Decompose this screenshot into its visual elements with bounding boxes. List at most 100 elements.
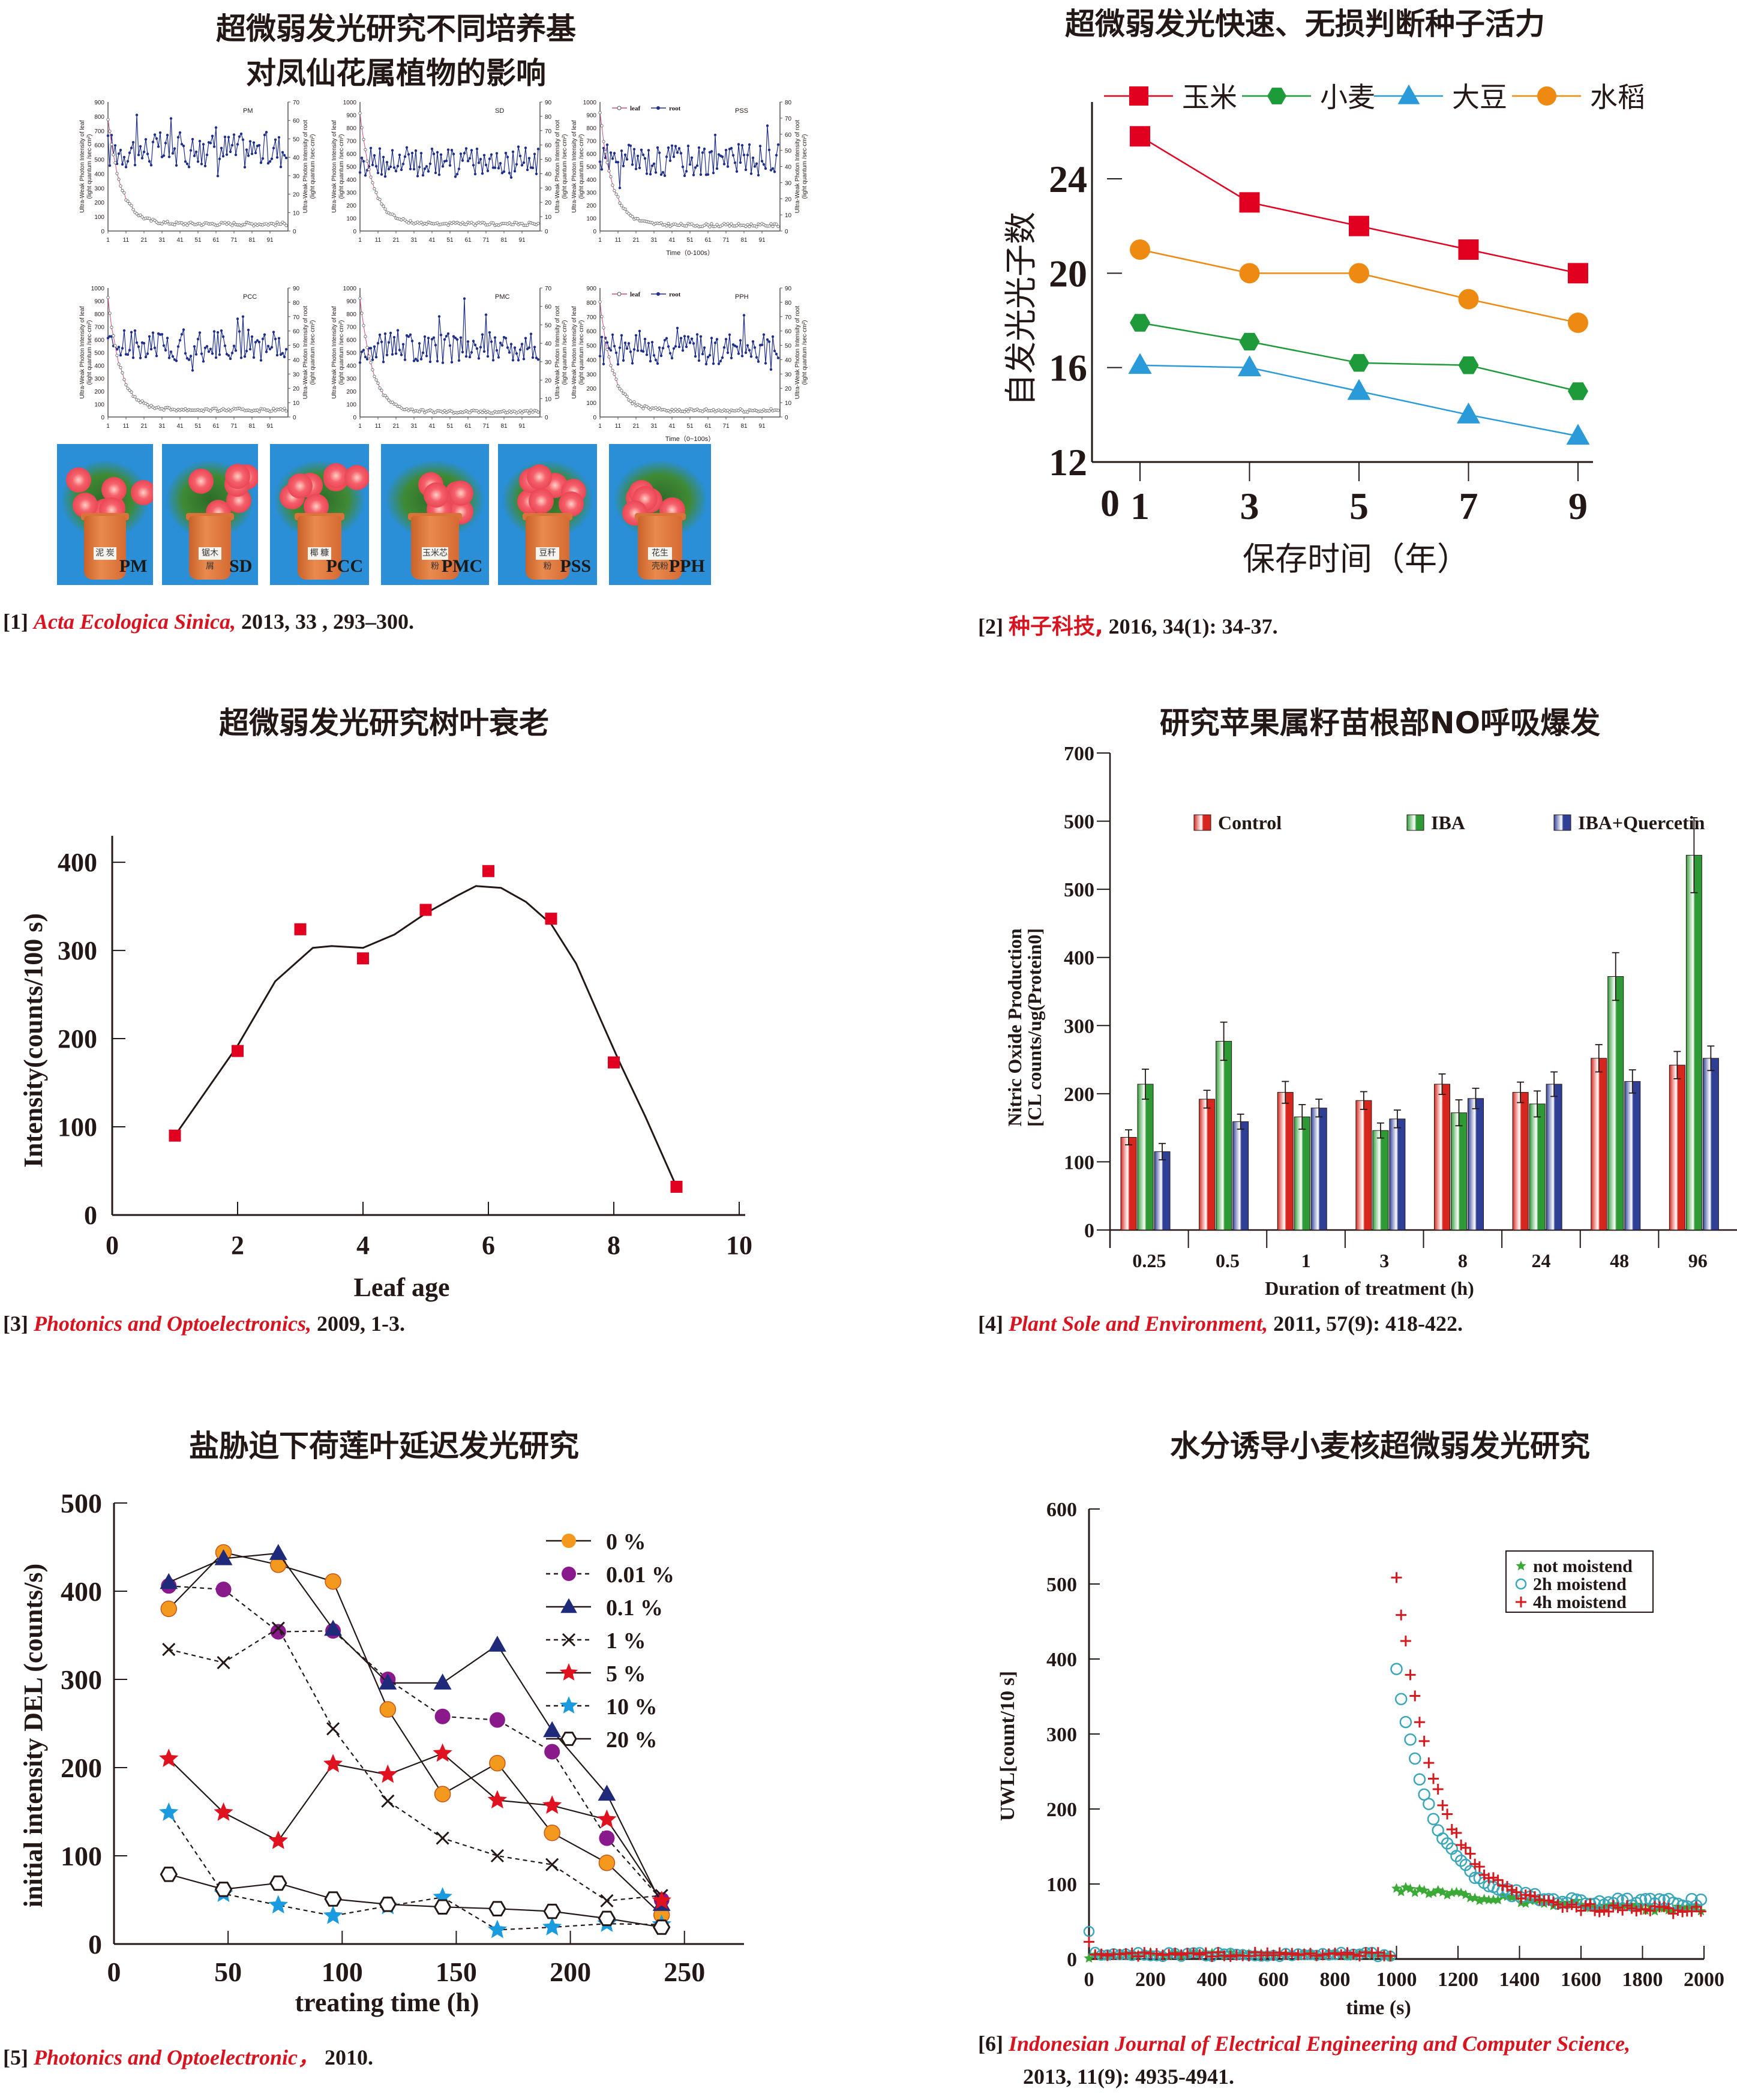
leaf-point bbox=[367, 167, 371, 172]
y-axis-title: 自发光光子数 bbox=[1002, 212, 1040, 406]
root-point bbox=[455, 173, 459, 176]
photo-code: PSS bbox=[560, 556, 592, 576]
leaf-point bbox=[410, 407, 414, 411]
x-tick-label: 800 bbox=[1320, 1969, 1351, 1991]
root-point bbox=[749, 172, 753, 175]
root-point bbox=[135, 341, 139, 344]
y-tick-label-left: 1000 bbox=[343, 286, 357, 292]
citation-journal[interactable]: 种子科技, bbox=[1008, 614, 1103, 639]
root-point bbox=[771, 335, 775, 338]
root-point bbox=[479, 346, 482, 349]
y-axis-title: initial intensity DEL (counts/s) bbox=[19, 1564, 48, 1907]
root-point bbox=[513, 346, 517, 349]
root-point bbox=[128, 349, 131, 352]
citation-journal[interactable]: Indonesian Journal of Electrical Enginee… bbox=[1008, 2032, 1631, 2056]
leaf-point bbox=[131, 208, 135, 211]
data-point bbox=[1084, 1936, 1094, 1948]
root-point bbox=[427, 337, 430, 340]
data-point bbox=[1151, 1948, 1162, 1959]
leaf-point bbox=[135, 212, 139, 215]
x-tick-label: 71 bbox=[230, 423, 238, 430]
leaf-point bbox=[685, 407, 688, 412]
data-point bbox=[1213, 1946, 1224, 1958]
data-point bbox=[269, 1875, 287, 1891]
citation-journal[interactable]: Photonics and Optoelectronic， bbox=[33, 2045, 319, 2069]
root-point bbox=[760, 343, 764, 347]
x-tick-label: 81 bbox=[740, 423, 748, 430]
y-tick-label-left: 700 bbox=[586, 139, 596, 145]
root-point bbox=[506, 155, 509, 159]
root-point bbox=[742, 154, 746, 157]
root-point bbox=[383, 175, 387, 178]
root-point bbox=[423, 335, 427, 338]
y-tick-label-left: 100 bbox=[94, 214, 104, 221]
data-point bbox=[268, 1895, 288, 1914]
data-point bbox=[1200, 1947, 1211, 1958]
legend-label: 0.1 % bbox=[606, 1595, 663, 1621]
x-tick-label: 250 bbox=[664, 1957, 705, 1987]
bar-control bbox=[1355, 1100, 1372, 1231]
root-point bbox=[647, 341, 650, 345]
root-point bbox=[212, 330, 216, 333]
root-point bbox=[180, 333, 184, 336]
root-point bbox=[497, 356, 500, 359]
leaf-point bbox=[392, 214, 396, 217]
root-point bbox=[739, 161, 742, 164]
data-point bbox=[598, 1784, 616, 1801]
root-point bbox=[378, 333, 382, 337]
leaf-point bbox=[185, 223, 189, 227]
citation-journal[interactable]: Photonics and Optoelectronics, bbox=[33, 1312, 311, 1336]
root-point bbox=[450, 361, 454, 364]
y-tick-label-right: 80 bbox=[785, 100, 792, 106]
y-tick-label: 16 bbox=[1049, 347, 1087, 389]
root-point bbox=[712, 362, 715, 365]
leaf-point bbox=[690, 222, 694, 226]
data-point bbox=[543, 1903, 561, 1919]
subplot-pm: 0 100 200 300 400 500 600 700 800 900 0 10 20 30 40 50 6… bbox=[79, 100, 316, 244]
leaf-point bbox=[122, 191, 126, 194]
leaf-point bbox=[602, 140, 605, 143]
y-label-left: Ultra-Weak Photon Intensity of leaf bbox=[571, 120, 578, 213]
x-tick-label: 41 bbox=[428, 237, 436, 244]
leaf-point bbox=[360, 126, 364, 130]
panel1-title-line1: 超微弱发光研究不同培养基 bbox=[216, 11, 576, 46]
root-point bbox=[364, 174, 367, 177]
y-tick-label: 20 bbox=[1049, 252, 1087, 295]
y-tick-label: 500 bbox=[61, 1488, 102, 1519]
data-point bbox=[232, 1045, 244, 1057]
data-point bbox=[652, 1919, 671, 1935]
root-point bbox=[389, 331, 392, 335]
y-label-left-unit: (light quantum /sec·cm²) bbox=[86, 134, 93, 199]
series-line-5 bbox=[168, 1812, 662, 1931]
data-point bbox=[1130, 314, 1150, 332]
data-point bbox=[433, 1673, 452, 1690]
data-point bbox=[1102, 1950, 1113, 1961]
data-point bbox=[489, 1754, 506, 1772]
subplot-pss: 0 100 200 300 400 500 600 700 800 900 1000 0 10 20 30 4… bbox=[571, 100, 808, 257]
root-point bbox=[133, 329, 137, 332]
leaf-point bbox=[382, 205, 385, 208]
legend-label: IBA+Quercetin bbox=[1578, 812, 1705, 833]
x-tick-label: 100 bbox=[322, 1957, 363, 1987]
root-point bbox=[766, 338, 769, 341]
root-point bbox=[486, 355, 490, 358]
root-point bbox=[746, 344, 749, 347]
leaf-point bbox=[383, 207, 387, 211]
flower bbox=[526, 464, 552, 490]
citation-journal[interactable]: Plant Sole and Environment, bbox=[1008, 1312, 1268, 1336]
root-point bbox=[157, 145, 160, 148]
root-point bbox=[385, 161, 389, 164]
data-point bbox=[1126, 1947, 1138, 1958]
root-point bbox=[445, 335, 448, 338]
root-point bbox=[529, 332, 533, 335]
subplot-sd: 0 100 200 300 400 500 600 700 800 900 1000 0 10 20 30 4… bbox=[331, 100, 568, 244]
leaf-point bbox=[526, 409, 529, 413]
leaf-point bbox=[110, 325, 113, 329]
leaf-point bbox=[421, 408, 425, 412]
root-point bbox=[194, 353, 198, 356]
citation-journal[interactable]: Acta Ecologica Sinica, bbox=[33, 610, 236, 634]
data-point bbox=[490, 1849, 504, 1863]
root-point bbox=[602, 146, 605, 150]
data-point bbox=[1451, 1827, 1462, 1838]
root-point bbox=[119, 148, 122, 152]
